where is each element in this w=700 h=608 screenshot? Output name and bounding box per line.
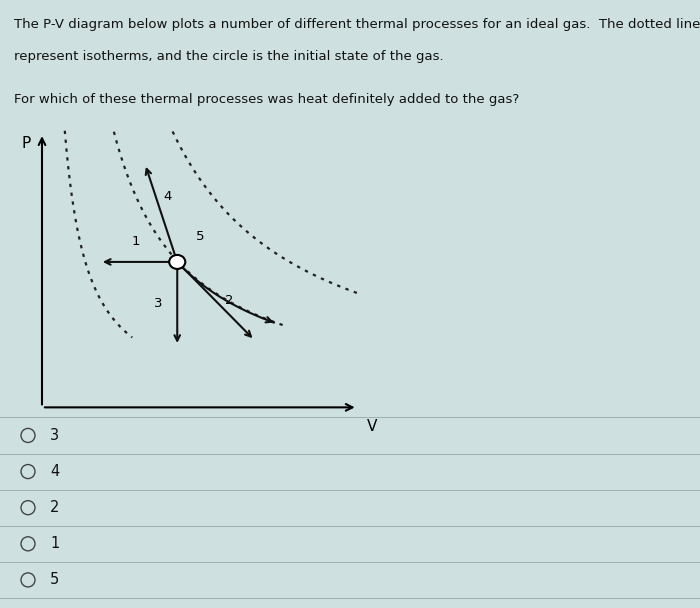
Text: 2: 2 (50, 500, 60, 515)
Text: For which of these thermal processes was heat definitely added to the gas?: For which of these thermal processes was… (14, 93, 519, 106)
Text: 5: 5 (50, 572, 60, 587)
Text: 1: 1 (50, 536, 60, 551)
Text: 2: 2 (225, 294, 233, 307)
Text: 1: 1 (131, 235, 139, 248)
Text: 3: 3 (154, 297, 162, 309)
Text: 5: 5 (195, 230, 204, 243)
Text: represent isotherms, and the circle is the initial state of the gas.: represent isotherms, and the circle is t… (14, 50, 444, 63)
Circle shape (169, 255, 186, 269)
Text: 4: 4 (163, 190, 172, 204)
Text: 3: 3 (50, 428, 59, 443)
Text: V: V (368, 420, 377, 435)
Text: 4: 4 (50, 464, 60, 479)
Text: P: P (21, 136, 31, 151)
Text: The P-V diagram below plots a number of different thermal processes for an ideal: The P-V diagram below plots a number of … (14, 18, 700, 30)
